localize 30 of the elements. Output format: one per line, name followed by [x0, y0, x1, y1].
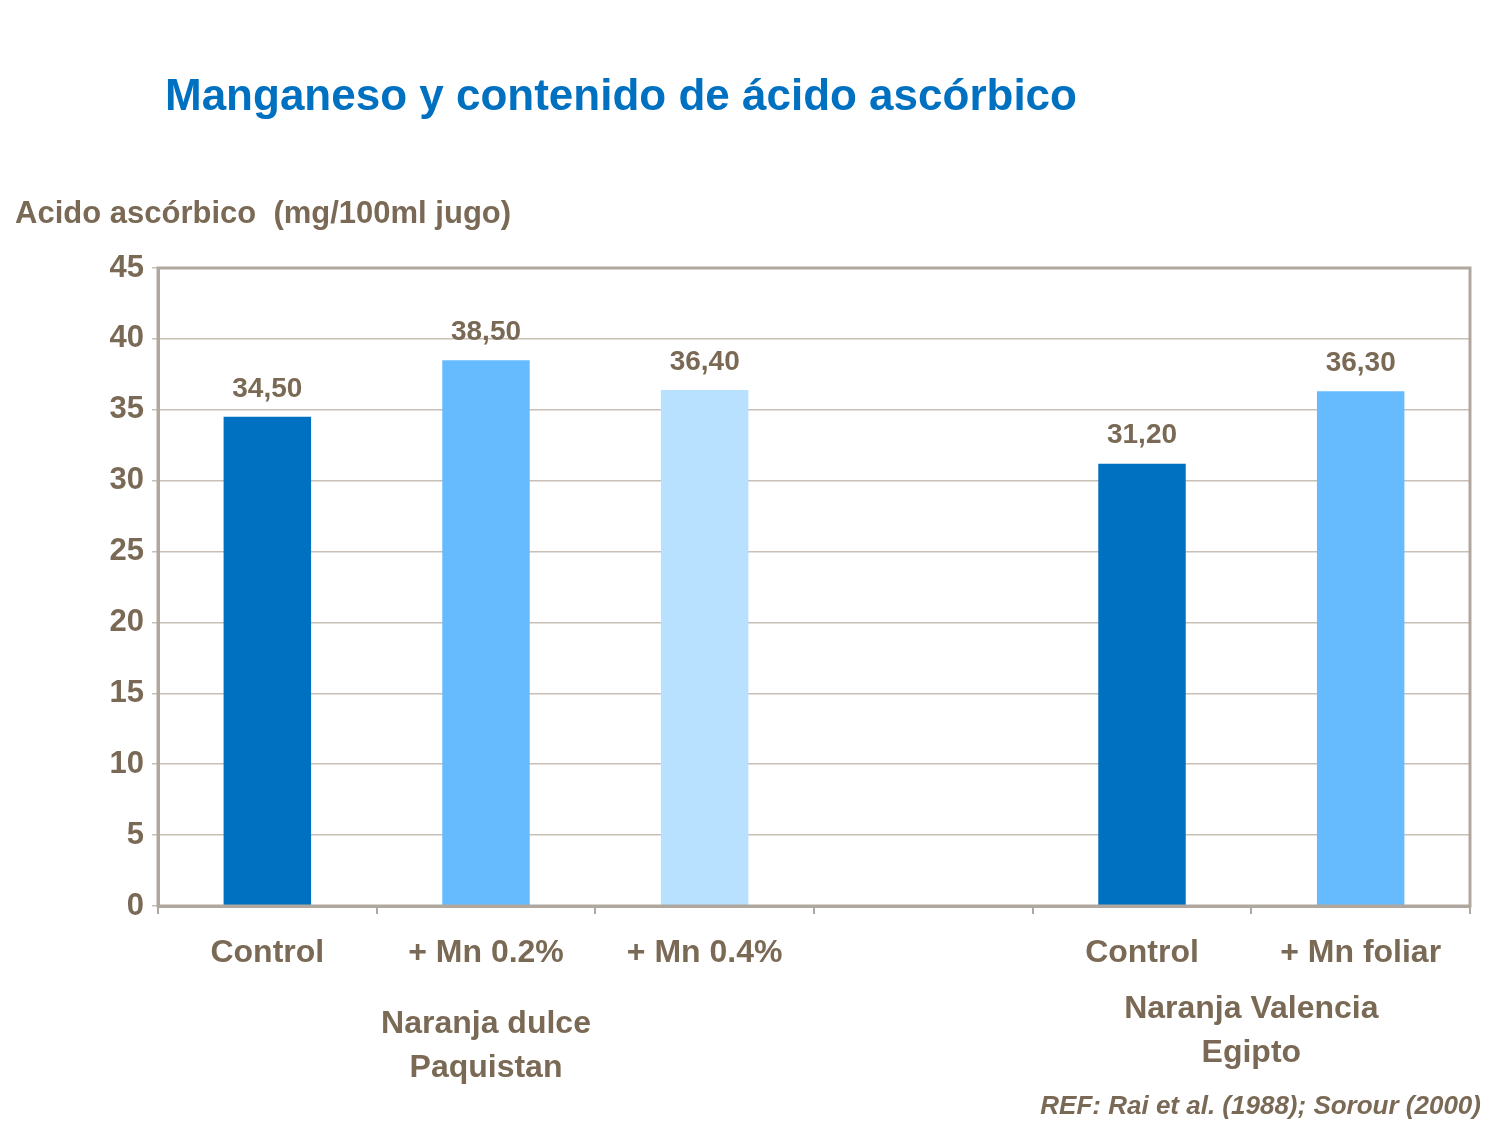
y-tick-label: 35: [109, 390, 144, 426]
y-tick-label: 30: [109, 461, 144, 497]
text: Naranja dulce Paquistan: [381, 1003, 591, 1086]
data-label: 36,30: [1325, 346, 1396, 378]
data-label: 36,40: [669, 344, 740, 376]
y-tick-label: 0: [126, 886, 144, 922]
bar: [660, 389, 749, 906]
data-label: 34,50: [232, 371, 303, 403]
x-tick-label: + Mn foliar: [1280, 933, 1442, 970]
bar: [223, 416, 312, 906]
x-tick-label: + Mn 0.4%: [626, 933, 783, 970]
text: REF: Rai et al. (1988); Sorour (2000): [1040, 1090, 1481, 1121]
data-label: 38,50: [450, 314, 522, 346]
text: Naranja Valencia Egipto: [1124, 988, 1379, 1071]
x-tick-label: Control: [210, 933, 325, 970]
y-tick-label: 10: [109, 744, 144, 780]
x-tick-label: Control: [1085, 933, 1199, 970]
y-tick-label: 45: [109, 248, 144, 284]
y-tick-label: 15: [109, 673, 144, 709]
bar: [442, 360, 530, 906]
y-tick-label: 5: [126, 815, 144, 851]
y-axis-title: Acido ascórbico (mg/100ml jugo): [15, 195, 512, 231]
y-tick-label: 25: [109, 532, 144, 568]
x-tick-label: + Mn 0.2%: [408, 933, 564, 970]
bar: [1316, 391, 1405, 906]
chart-title: Manganeso y contenido de ácido ascórbico: [165, 70, 1077, 120]
y-tick-label: 20: [109, 602, 144, 638]
data-label: 31,20: [1106, 418, 1178, 450]
bar: [1098, 463, 1186, 906]
y-tick-label: 40: [109, 319, 144, 355]
